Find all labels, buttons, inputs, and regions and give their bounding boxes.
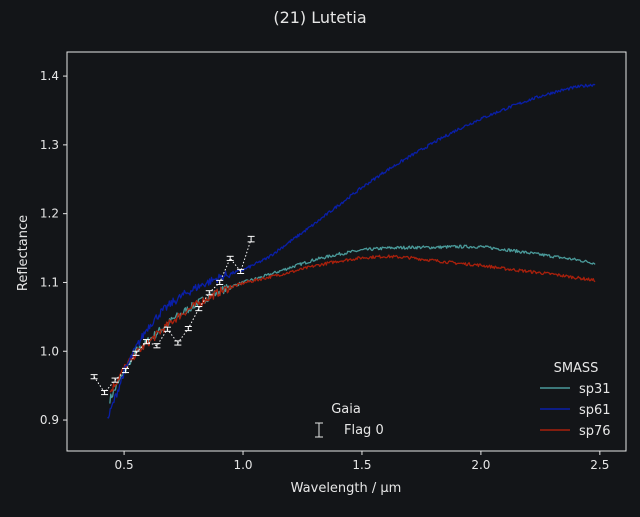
gaia-point [101, 389, 109, 396]
x-tick-label: 0.5 [115, 458, 134, 472]
gaia-legend-marker [315, 422, 323, 438]
legend-label-sp76: sp76 [579, 424, 611, 439]
x-axis-label: Wavelength / μm [291, 481, 402, 496]
gaia-point [153, 343, 161, 349]
x-axis: 0.5 1.0 1.5 2.0 2.5 [115, 451, 609, 472]
y-tick-label: 1.0 [40, 344, 59, 358]
series-line-sp76 [109, 254, 596, 393]
gaia-point [174, 340, 182, 346]
plot-frame [66, 51, 627, 452]
gaia-point [111, 377, 119, 383]
y-axis-label: Reflectance [16, 215, 31, 291]
gaia-legend-label: Flag 0 [344, 423, 384, 438]
gaia-legend-title: Gaia [331, 402, 361, 417]
y-axis: 0.9 1.0 1.1 1.2 1.3 1.4 [40, 69, 67, 427]
y-tick-label: 1.4 [40, 69, 59, 83]
legend-label-sp61: sp61 [579, 403, 611, 418]
gaia-point [237, 268, 245, 275]
series-line-sp31 [109, 244, 596, 404]
x-tick-label: 1.5 [352, 458, 371, 472]
gaia-point [226, 255, 234, 261]
gaia-point [205, 290, 213, 296]
gaia-connector-line [93, 238, 252, 394]
series-line-sp61 [107, 83, 596, 419]
legend-label-sp31: sp31 [579, 382, 611, 397]
x-tick-label: 2.0 [471, 458, 490, 472]
gaia-point [132, 350, 140, 356]
y-tick-label: 0.9 [40, 413, 59, 427]
x-tick-label: 1.0 [233, 458, 252, 472]
gaia-point [195, 306, 203, 312]
y-tick-label: 1.3 [40, 138, 59, 152]
gaia-point [142, 339, 150, 345]
gaia-layer [90, 235, 255, 396]
gaia-point [216, 279, 224, 286]
chart-title: (21) Lutetia [273, 8, 366, 27]
gaia-point [122, 367, 130, 374]
x-tick-label: 2.5 [590, 458, 609, 472]
gaia-point [184, 325, 192, 332]
gaia-point [163, 326, 171, 332]
y-tick-label: 1.1 [40, 275, 59, 289]
gaia-point [247, 235, 255, 243]
series-layer [107, 83, 596, 419]
smass-legend-title: SMASS [554, 361, 599, 376]
gaia-legend: Gaia Flag 0 [315, 402, 384, 438]
y-tick-label: 1.2 [40, 207, 59, 221]
gaia-point [90, 374, 98, 380]
smass-legend: SMASS sp31 sp61 sp76 [540, 361, 611, 439]
